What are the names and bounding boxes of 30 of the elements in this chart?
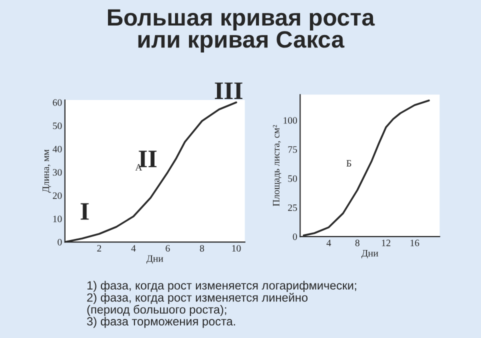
y-tick-label: 100	[284, 117, 297, 124]
text: III	[214, 82, 242, 99]
x-tick-label: 16	[410, 240, 420, 246]
y-tick-label: 50	[53, 122, 62, 130]
x-tick-label: 4	[131, 245, 136, 252]
y-tick-label: 0	[292, 234, 297, 240]
y-tick-label: 10	[53, 216, 62, 222]
y-tick-label: 30	[52, 169, 62, 176]
x-tick-label: 8	[200, 245, 204, 252]
y-tick-label: 25	[288, 204, 297, 211]
x-axis-title: Дни	[361, 250, 378, 258]
y-tick-label: 0	[58, 238, 62, 246]
x-tick-label: 10	[232, 245, 241, 252]
y-axis-title: Длина, мм	[42, 150, 52, 193]
chart-title: Большая кривая роста или кривая Сакса	[108, 9, 375, 52]
x-tick-label: 2	[97, 245, 102, 252]
annotation: Б	[346, 160, 352, 167]
x-axis-title: Дни	[146, 255, 164, 264]
y-tick-label: 20	[52, 192, 62, 199]
text: 1) фаза, когда рост изменяется логарифмически; 2) фаза, когда рост изменяется линейно (период большого роста); 3) фаза торможения роста.	[87, 280, 356, 328]
y-tick-label: 40	[52, 146, 62, 152]
x-tick-label: 12	[382, 240, 390, 246]
y-axis-title: Площадь листа, см²	[272, 125, 282, 206]
annotation: I	[80, 203, 89, 220]
x-tick-label: 8	[355, 240, 360, 246]
x-tick-label: 4	[326, 240, 332, 246]
y-tick-label: 75	[288, 146, 297, 153]
x-tick-label: 6	[166, 245, 170, 252]
y-tick-label: 60	[52, 99, 62, 106]
y-tick-label: 50	[288, 175, 297, 182]
